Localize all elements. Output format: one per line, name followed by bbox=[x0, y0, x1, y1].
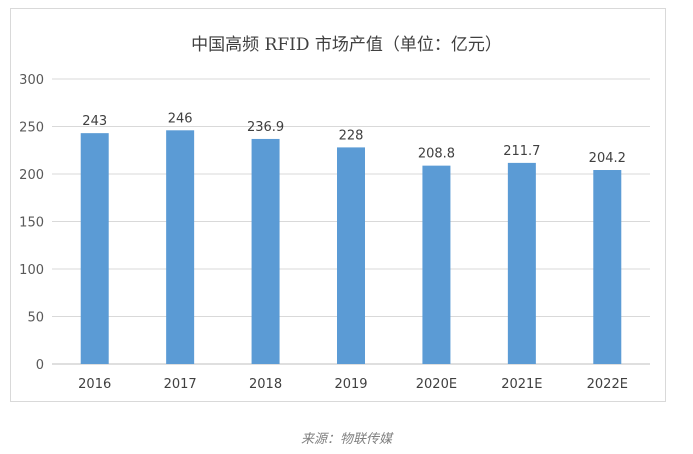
x-tick-label: 2019 bbox=[334, 377, 367, 392]
y-tick-label: 200 bbox=[19, 168, 44, 183]
bar-value-label: 236.9 bbox=[247, 120, 284, 135]
y-tick-label: 300 bbox=[19, 73, 44, 88]
y-tick-label: 50 bbox=[27, 311, 44, 326]
y-tick-label: 100 bbox=[19, 263, 44, 278]
bar-value-label: 204.2 bbox=[589, 151, 626, 166]
bar-value-label: 211.7 bbox=[503, 144, 540, 159]
x-tick-label: 2016 bbox=[78, 377, 111, 392]
x-tick-label: 2020E bbox=[416, 377, 457, 392]
x-tick-label: 2021E bbox=[501, 377, 542, 392]
x-tick-label: 2017 bbox=[164, 377, 197, 392]
x-tick-label: 2018 bbox=[249, 377, 282, 392]
x-tick-label: 2022E bbox=[587, 377, 628, 392]
y-tick-label: 0 bbox=[36, 358, 44, 373]
bar bbox=[507, 162, 536, 364]
bar bbox=[422, 165, 451, 364]
bar bbox=[593, 170, 622, 364]
bar bbox=[251, 138, 280, 364]
bar bbox=[337, 147, 365, 364]
source-note: 来源：物联传媒 bbox=[300, 432, 392, 447]
chart-title: 中国高频 RFID 市场产值（单位：亿元） bbox=[191, 35, 502, 55]
bar-value-label: 243 bbox=[82, 114, 107, 129]
y-tick-label: 250 bbox=[19, 121, 44, 136]
bar-value-label: 228 bbox=[339, 128, 364, 143]
bar-value-label: 246 bbox=[168, 111, 193, 126]
bar bbox=[80, 133, 109, 364]
bar-value-label: 208.8 bbox=[418, 147, 455, 162]
y-tick-label: 150 bbox=[19, 216, 44, 231]
bar bbox=[166, 130, 195, 364]
